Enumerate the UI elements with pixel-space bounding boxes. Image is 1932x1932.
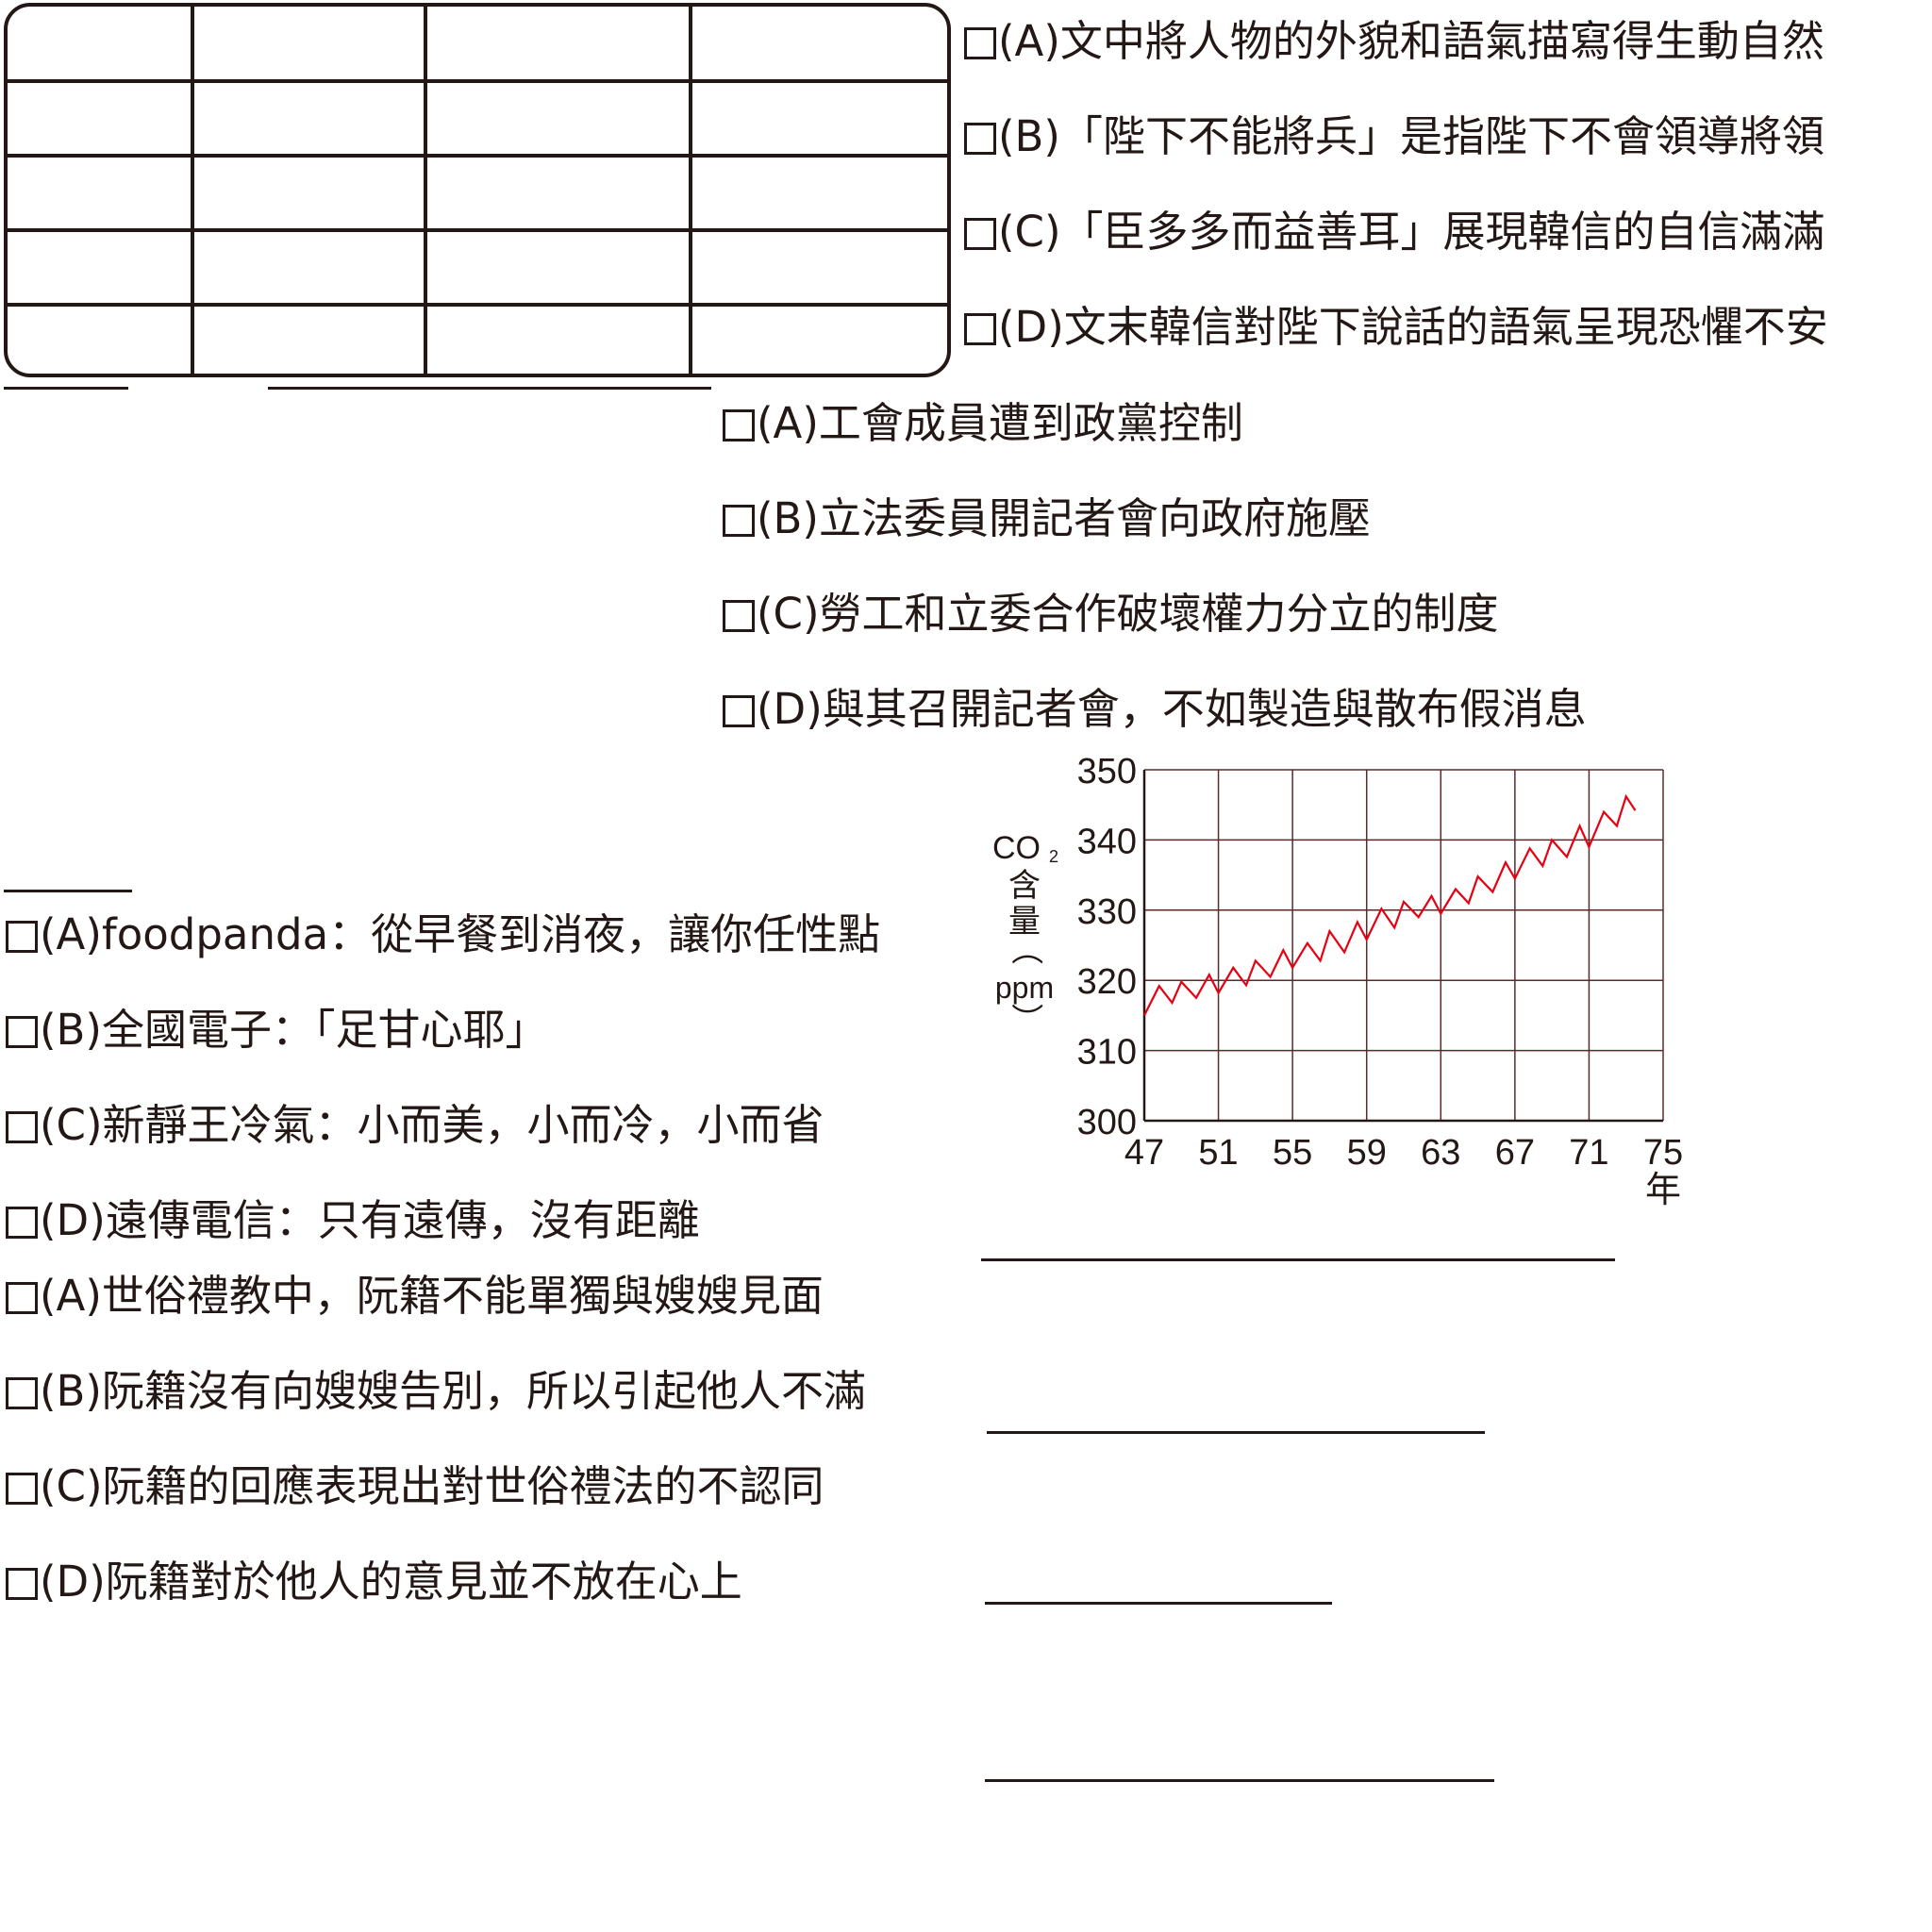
checkbox[interactable] — [723, 505, 755, 537]
q2-option-d[interactable]: (D)與其召開記者會，不如製造與散布假消息 — [723, 681, 1587, 738]
q3-option-d[interactable]: (D)遠傳電信：只有遠傳，沒有距離 — [6, 1192, 700, 1249]
chart-labels: 47 51 55 59 63 67 71 75 350 340 330 320 310 300 CO 2含量（… — [992, 752, 1683, 1210]
x-tick-label: 47 — [1124, 1133, 1164, 1173]
y-axis-label-paren: ） — [1008, 1003, 1043, 1035]
checkbox[interactable] — [964, 27, 996, 59]
q2-option-b[interactable]: (B)立法委員開記者會向政府施壓 — [723, 491, 1371, 547]
y-axis-label-char: 量 — [1008, 904, 1041, 940]
answer-underline — [981, 1258, 1615, 1261]
y-tick-label: 350 — [1077, 752, 1137, 791]
checkbox[interactable] — [723, 695, 755, 727]
x-tick-label: 71 — [1569, 1133, 1608, 1173]
q3-option-c[interactable]: (C)新靜王冷氣：小而美，小而冷，小而省 — [6, 1097, 824, 1154]
q3-option-b[interactable]: (B)全國電子：「足甘心耶」 — [6, 1002, 548, 1058]
checkbox[interactable] — [6, 1207, 38, 1239]
checkbox[interactable] — [6, 1377, 38, 1409]
x-tick-label: 59 — [1347, 1133, 1387, 1173]
q1-option-c[interactable]: (C)「臣多多而益善耳」展現韓信的自信滿滿 — [964, 204, 1825, 260]
grid-row-line — [8, 154, 947, 158]
answer-underline — [985, 1602, 1332, 1605]
checkbox[interactable] — [723, 409, 755, 441]
checkbox[interactable] — [6, 921, 38, 953]
answer-underline — [4, 387, 128, 390]
q3-option-a[interactable]: (A)foodpanda：從早餐到消夜，讓你任性點 — [6, 907, 880, 963]
checkbox[interactable] — [6, 1282, 38, 1314]
x-tick-label: 67 — [1495, 1133, 1535, 1173]
answer-underline — [268, 387, 711, 390]
grid-row-line — [8, 303, 947, 307]
q4-option-d[interactable]: (D)阮籍對於他人的意見並不放在心上 — [6, 1554, 742, 1610]
q2-option-a[interactable]: (A)工會成員遭到政黨控制 — [723, 395, 1243, 452]
y-tick-label: 320 — [1077, 962, 1137, 1002]
y-axis-label-paren: （ — [1008, 933, 1043, 965]
checkbox[interactable] — [6, 1473, 38, 1505]
x-tick-label: 55 — [1273, 1133, 1312, 1173]
answer-grid — [4, 3, 951, 377]
answer-underline — [985, 1779, 1494, 1782]
grid-col-line — [689, 7, 692, 374]
checkbox[interactable] — [6, 1016, 38, 1048]
x-tick-label: 63 — [1421, 1133, 1460, 1173]
y-axis-label-subscript: 2 — [1049, 847, 1058, 866]
q1-option-d[interactable]: (D)文末韓信對陛下說話的語氣呈現恐懼不安 — [964, 299, 1828, 356]
chart-series — [1143, 793, 1637, 1016]
y-axis-label-co: CO — [992, 830, 1041, 866]
checkbox[interactable] — [6, 1111, 38, 1143]
grid-row-line — [8, 79, 947, 83]
y-tick-label: 340 — [1077, 822, 1137, 861]
q4-option-a[interactable]: (A)世俗禮教中，阮籍不能單獨與嫂嫂見面 — [6, 1268, 824, 1324]
answer-underline — [987, 1431, 1485, 1434]
x-tick-label: 75 — [1643, 1133, 1683, 1173]
q4-option-b[interactable]: (B)阮籍沒有向嫂嫂告別，所以引起他人不滿 — [6, 1363, 866, 1420]
checkbox[interactable] — [723, 600, 755, 632]
grid-row-line — [8, 228, 947, 232]
checkbox[interactable] — [964, 218, 996, 250]
checkbox[interactable] — [6, 1568, 38, 1600]
grid-col-line — [424, 7, 427, 374]
y-tick-label: 310 — [1077, 1033, 1137, 1073]
x-tick-label: 51 — [1198, 1133, 1238, 1173]
co2-series-line — [1143, 793, 1637, 1016]
y-axis-label-unit: ppm — [995, 971, 1054, 1005]
checkbox[interactable] — [964, 123, 996, 155]
x-axis-label: 年 — [1645, 1171, 1681, 1210]
chart-grid — [1142, 769, 1664, 1123]
co2-chart: 47 51 55 59 63 67 71 75 350 340 330 320 310 300 CO 2含量（… — [992, 752, 1683, 1210]
y-tick-label: 330 — [1077, 892, 1137, 932]
q1-option-b[interactable]: (B)「陛下不能將兵」是指陛下不會領導將領 — [964, 108, 1824, 165]
q2-option-c[interactable]: (C)勞工和立委合作破壞權力分立的制度 — [723, 586, 1499, 642]
y-tick-label: 300 — [1077, 1103, 1137, 1142]
q1-option-a[interactable]: (A)文中將人物的外貌和語氣描寫得生動自然 — [964, 13, 1824, 70]
q4-option-c[interactable]: (C)阮籍的回應表現出對世俗禮法的不認同 — [6, 1458, 824, 1515]
checkbox[interactable] — [964, 313, 996, 345]
y-axis-label-char: 含 — [1008, 868, 1041, 904]
answer-underline — [4, 890, 132, 892]
grid-col-line — [191, 7, 194, 374]
